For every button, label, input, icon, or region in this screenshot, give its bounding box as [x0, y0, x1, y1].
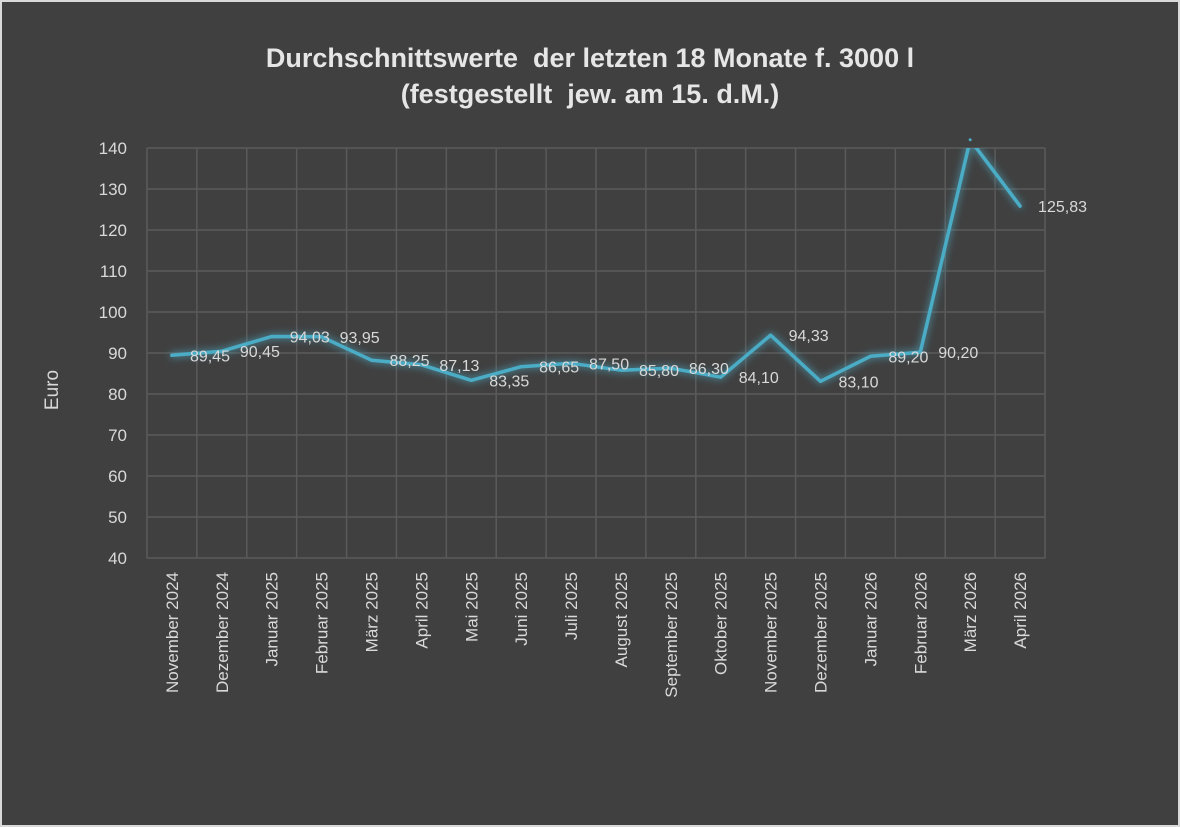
x-tick-label: August 2025 [612, 572, 631, 667]
data-label: 87,13 [439, 358, 479, 375]
data-point [270, 334, 274, 338]
data-label: 90,45 [240, 344, 280, 361]
x-tick-label: Februar 2026 [911, 572, 930, 674]
y-tick-label: 50 [108, 508, 127, 527]
x-tick-label: September 2025 [662, 572, 681, 698]
data-label: 94,33 [789, 328, 829, 345]
data-point [769, 333, 773, 337]
data-point [669, 366, 673, 370]
x-tick-label: Januar 2026 [861, 572, 880, 667]
data-label: 86,30 [689, 361, 729, 378]
x-tick-label: Oktober 2025 [712, 572, 731, 675]
x-tick-label: April 2026 [1011, 572, 1030, 649]
y-tick-label: 100 [99, 303, 127, 322]
y-tick-label: 90 [108, 344, 127, 363]
y-tick-label: 120 [99, 221, 127, 240]
y-tick-label: 130 [99, 180, 127, 199]
data-point [320, 335, 324, 339]
data-point [170, 353, 174, 357]
data-label: 90,20 [938, 345, 978, 362]
series-line [170, 148, 1022, 384]
data-point [519, 365, 523, 369]
data-label: 84,10 [739, 370, 779, 387]
x-tick-label: Mai 2025 [462, 572, 481, 642]
data-label: 87,50 [589, 356, 629, 373]
y-tick-label: 80 [108, 385, 127, 404]
x-tick-label: Dezember 2025 [812, 572, 831, 693]
data-point [719, 375, 723, 379]
data-label: 93,95 [340, 330, 380, 347]
data-point [1018, 204, 1022, 208]
data-points [170, 138, 1022, 383]
data-point [968, 138, 972, 142]
data-point [569, 361, 573, 365]
data-point [419, 363, 423, 367]
x-tick-label: März 2026 [961, 572, 980, 652]
data-label: 125,83 [1038, 199, 1087, 216]
y-axis-ticks: 40 50 60 70 80 90 100 110 120 130 140 [99, 139, 127, 568]
chart-title-line-1: Durchschnittswerte der letzten 18 Monate… [265, 43, 915, 73]
data-label: 89,20 [888, 349, 928, 366]
data-label: 94,03 [290, 329, 330, 346]
x-axis-ticks: November 2024 Dezember 2024 Januar 2025 Feb… [163, 572, 1030, 698]
data-labels: 89,45 90,45 94,03 93,95 88,25 87,13 83,35 86,65… [190, 199, 1087, 391]
y-tick-label: 70 [108, 426, 127, 445]
data-label: 85,80 [639, 363, 679, 380]
data-point [918, 350, 922, 354]
x-tick-label: April 2025 [412, 572, 431, 649]
data-label: 88,25 [390, 353, 430, 370]
data-point [469, 378, 473, 382]
data-point [619, 368, 623, 372]
x-tick-label: Februar 2025 [313, 572, 332, 674]
chart-title-line-2: (festgestellt jew. am 15. d.M.) [400, 79, 780, 109]
y-tick-label: 40 [108, 549, 127, 568]
chart-title: Durchschnittswerte der letzten 18 Monate… [0, 40, 1180, 112]
y-tick-label: 60 [108, 467, 127, 486]
data-label: 89,45 [190, 348, 230, 365]
x-tick-label: Juni 2025 [512, 572, 531, 646]
y-axis-label: Euro [42, 370, 63, 410]
x-tick-label: März 2025 [363, 572, 382, 652]
x-tick-label: November 2024 [163, 572, 182, 693]
data-point [868, 354, 872, 358]
x-tick-label: Juli 2025 [562, 572, 581, 640]
data-point [819, 379, 822, 383]
x-tick-label: Januar 2025 [263, 572, 282, 667]
data-label: 86,65 [539, 360, 579, 377]
x-tick-label: November 2025 [762, 572, 781, 693]
y-tick-label: 110 [100, 262, 127, 281]
x-tick-label: Dezember 2024 [213, 572, 232, 693]
data-point [220, 349, 224, 353]
data-label: 83,10 [839, 374, 879, 391]
data-label: 83,35 [489, 373, 529, 390]
y-tick-label: 140 [99, 139, 127, 158]
data-point [370, 358, 373, 362]
gridlines [146, 147, 1046, 559]
